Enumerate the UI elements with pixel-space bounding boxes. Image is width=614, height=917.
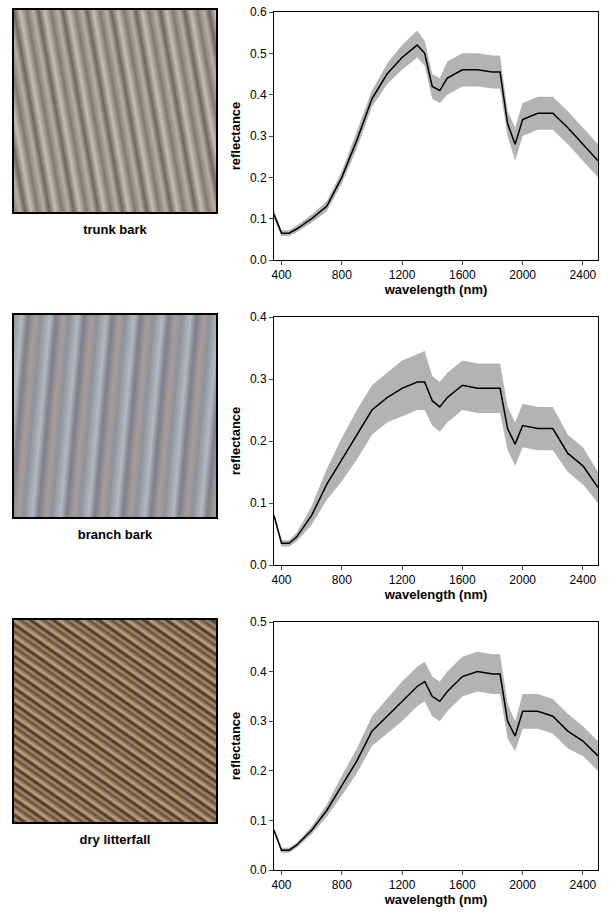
svg-text:2000: 2000 [509,573,536,587]
svg-text:1200: 1200 [389,878,416,892]
svg-text:800: 800 [332,878,352,892]
svg-text:0.5: 0.5 [250,615,267,629]
svg-text:0.6: 0.6 [250,5,267,19]
svg-text:reflectance: reflectance [228,407,243,476]
svg-text:0.5: 0.5 [250,47,267,61]
svg-text:reflectance: reflectance [228,102,243,171]
svg-text:1600: 1600 [449,268,476,282]
svg-text:400: 400 [272,878,292,892]
svg-text:2400: 2400 [570,573,597,587]
svg-text:0.2: 0.2 [250,171,267,185]
html-text:trunk bark: trunk bark [83,222,147,237]
svg-text:wavelength (nm): wavelength (nm) [384,892,488,907]
svg-text:0.3: 0.3 [250,372,267,386]
svg-text:0.1: 0.1 [250,814,267,828]
svg-text:0.1: 0.1 [250,212,267,226]
svg-text:1200: 1200 [389,268,416,282]
svg-text:0.2: 0.2 [250,764,267,778]
svg-text:0.4: 0.4 [250,310,267,324]
svg-text:2400: 2400 [570,268,597,282]
svg-text:0.3: 0.3 [250,714,267,728]
svg-text:0.0: 0.0 [250,558,267,572]
svg-text:1600: 1600 [449,573,476,587]
svg-text:400: 400 [272,268,292,282]
svg-text:800: 800 [332,268,352,282]
svg-text:0.2: 0.2 [250,434,267,448]
html-text:dry litterfall: dry litterfall [79,832,151,847]
svg-text:wavelength (nm): wavelength (nm) [384,282,488,297]
svg-text:wavelength (nm): wavelength (nm) [384,587,488,602]
svg-text:0.4: 0.4 [250,88,267,102]
svg-text:800: 800 [332,573,352,587]
svg-text:2400: 2400 [570,878,597,892]
svg-text:0.4: 0.4 [250,665,267,679]
svg-text:400: 400 [272,573,292,587]
svg-text:1200: 1200 [389,573,416,587]
svg-text:2000: 2000 [509,268,536,282]
html-text:branch bark: branch bark [77,527,153,542]
svg-text:2000: 2000 [509,878,536,892]
svg-text:1600: 1600 [449,878,476,892]
svg-text:0.0: 0.0 [250,863,267,877]
svg-text:0.0: 0.0 [250,253,267,267]
svg-text:reflectance: reflectance [228,712,243,781]
svg-text:0.3: 0.3 [250,129,267,143]
svg-text:0.1: 0.1 [250,496,267,510]
